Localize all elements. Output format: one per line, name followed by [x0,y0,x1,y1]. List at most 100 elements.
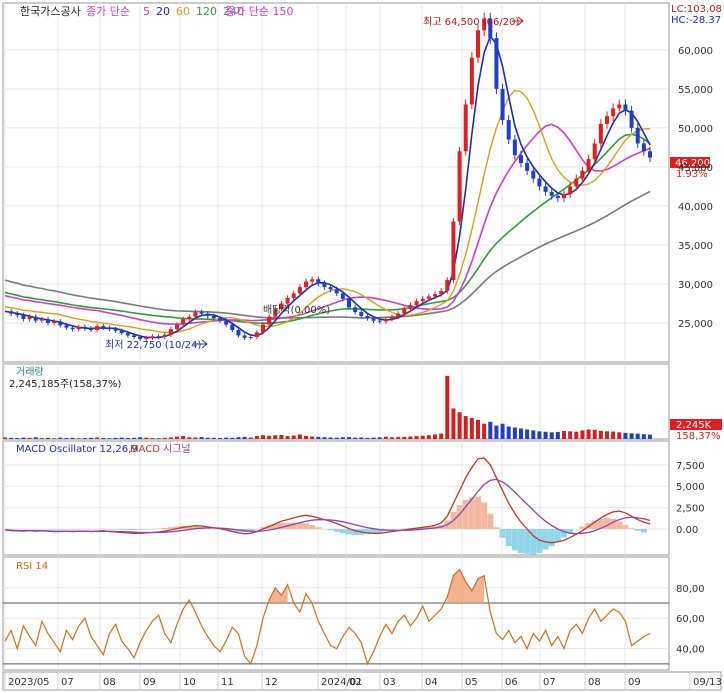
low-arrow [193,339,208,349]
volume-bar [52,438,57,439]
macd-oscillator-bar [88,529,94,530]
macd-oscillator-bar [456,505,463,530]
volume-bar [420,435,425,439]
candle-body [107,327,112,330]
macd-oscillator-bar [548,529,555,547]
volume-bar [242,436,247,439]
price-tick-label: 40,000 [678,202,713,213]
volume-bar [193,437,198,439]
macd-oscillator-bar [63,528,70,530]
macd-oscillator-bar [370,529,377,534]
macd-tick-label: 2,500 [676,504,705,515]
volume-bar [451,408,456,439]
macd-oscillator-bar [137,529,144,530]
candle-body [76,326,81,330]
macd-oscillator-bar [321,528,328,530]
volume-bar [168,437,173,439]
candle-body [377,320,382,322]
candle-body [205,313,210,316]
high-arrow [512,16,524,26]
macd-oscillator-bar [260,527,266,530]
candle-body [648,151,652,158]
macd-oscillator-bar [561,529,567,538]
macd-oscillator-bar [26,529,33,530]
rsi-line [4,568,651,666]
macd-oscillator-bar [81,528,88,530]
candle-body [138,337,143,339]
candle-body [586,159,591,171]
macd-oscillator-bar [628,528,635,530]
candle-body [463,104,468,152]
macd-oscillator-bar [192,525,199,530]
x-axis-label: 08 [588,677,601,688]
volume-bar [519,428,523,439]
macd-oscillator-bar [131,529,137,531]
volume-bar [236,437,241,439]
candle-body [82,326,87,329]
macd-oscillator-bar [14,529,21,530]
macd-oscillator-bar [32,529,39,530]
volume-bar [396,437,401,439]
volume-title: 거래량 [16,366,44,378]
volume-bar [248,437,253,439]
volume-bar [463,416,468,439]
x-axis-label: 09 [628,677,641,688]
candle-body [617,104,622,109]
price-panel[interactable]: 한국가스공사 종가 단순 5 20 60 120 240 종가 단순 150 최고 64… [2,2,670,363]
volume-bar [414,436,419,439]
hc-label: HC:-28.37 [671,15,721,26]
macd-oscillator-bar [124,529,131,530]
volume-panel[interactable]: 거래량 2,245,185주(158,37%) [2,0,670,440]
candle-body [426,296,431,299]
x-axis-label: 09/13 [693,677,722,688]
candle-body [592,143,597,160]
macd-oscillator-bar [542,529,549,550]
volume-bar [70,437,75,439]
macd-oscillator-bar [376,529,383,533]
volume-bar [21,437,26,439]
candle-body [267,316,272,325]
volume-bar [347,437,351,439]
candle-body [132,335,136,338]
volume-bar [598,430,603,439]
macd-oscillator-bar [186,525,193,530]
price-gridlines [3,3,669,362]
volume-bar [3,437,7,439]
candle-body [611,108,616,117]
candle-body [95,326,100,331]
volume-bar [95,437,100,439]
x-axis-label: 07 [543,677,556,688]
macd-title: MACD Oscillator 12,26,9 [16,444,138,455]
current-price-box [670,157,710,168]
volume-bar [580,430,585,439]
macd-oscillator-bar [419,527,426,530]
candle-body [181,319,186,325]
candle-body [236,330,241,336]
volume-bar [113,437,118,439]
volume-bar [267,435,272,439]
candle-body [580,170,585,179]
rsi-panel[interactable]: RSI 14 [2,556,670,671]
macd-oscillator-bar [579,526,586,530]
candle-body [125,333,130,336]
macd-panel[interactable]: MACD Oscillator 12,26,9 MACD 시그널 [2,440,670,556]
macd-oscillator-bar [112,529,119,530]
price-tick-label: 25,000 [678,319,713,330]
candle-body [328,287,333,290]
rsi-polyline [4,568,651,666]
price-candles [9,12,652,342]
candle-body [629,110,634,128]
macd-oscillator-bar [346,529,352,535]
macd-oscillator-bar [315,527,322,530]
candle-body [476,30,480,58]
macd-oscillator-bar [229,529,236,532]
candle-body [113,329,118,331]
x-axis-label: 2024/01 [321,677,363,688]
macd-title3: 시그널 [163,443,191,455]
candle-body [635,127,640,144]
legend-ma-prefix: 종가 단순 [86,5,130,18]
candle-body [623,104,628,111]
volume-stat: 2,245,185주(158,37%) [9,379,121,390]
candle-body [500,88,505,121]
